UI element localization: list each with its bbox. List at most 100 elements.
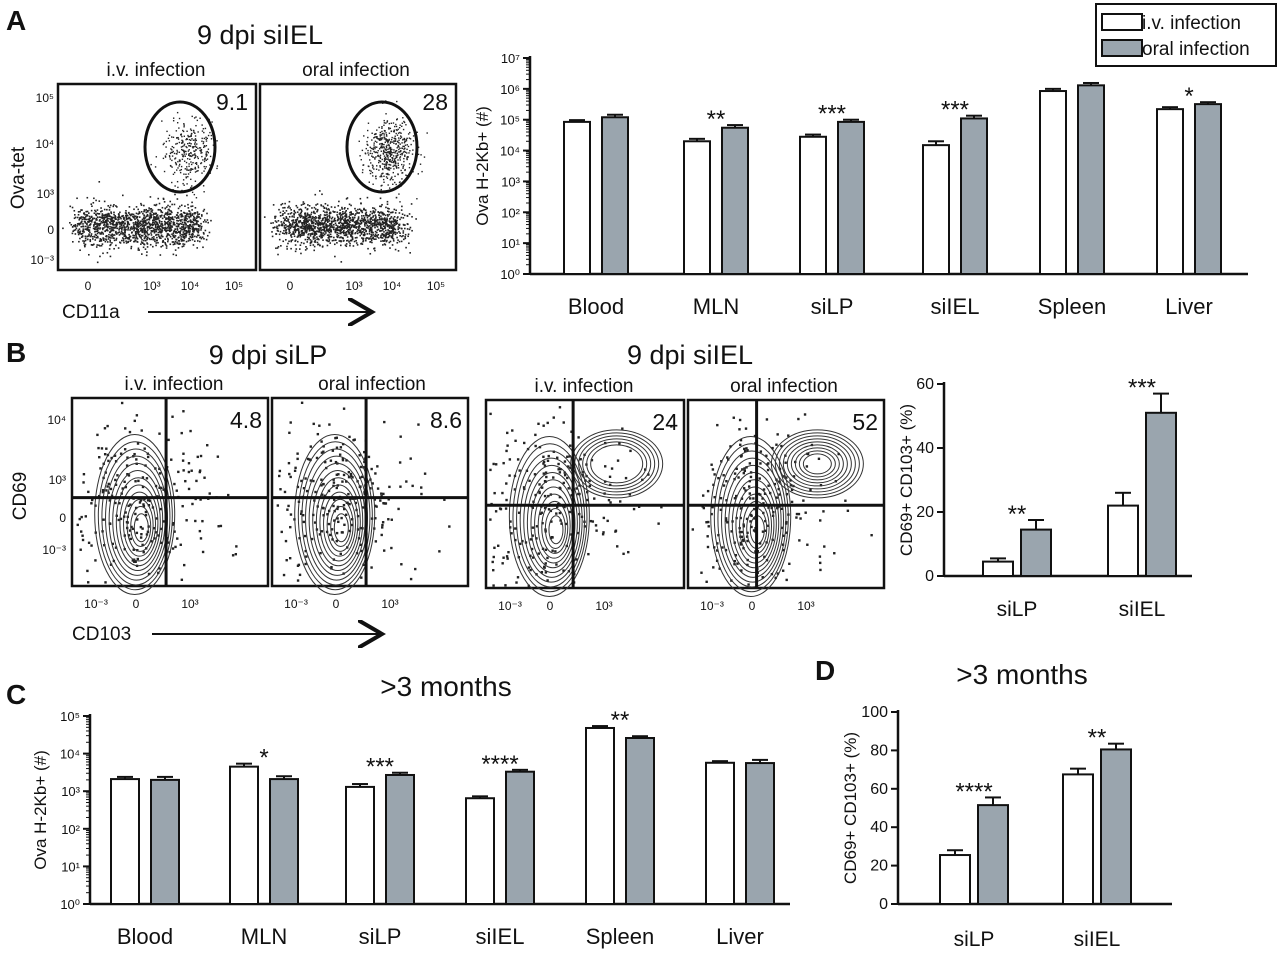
event-dot: [205, 221, 207, 223]
event-dot: [287, 461, 291, 465]
event-dot: [98, 181, 101, 183]
event-dot: [186, 183, 188, 185]
event-dot: [153, 537, 156, 540]
event-dot: [138, 501, 142, 504]
event-dot: [79, 210, 81, 213]
event-dot: [409, 252, 411, 254]
event-dot: [191, 205, 194, 207]
event-dot: [190, 205, 192, 208]
event-dot: [323, 222, 325, 225]
event-dot: [347, 475, 351, 479]
event-dot: [176, 151, 179, 153]
event-dot: [203, 146, 205, 149]
event-dot: [521, 539, 524, 543]
event-dot: [316, 236, 318, 238]
event-dot: [380, 134, 383, 136]
event-dot: [296, 240, 299, 243]
event-dot: [121, 222, 124, 224]
event-dot: [212, 144, 215, 146]
event-dot: [360, 202, 362, 204]
event-dot: [183, 233, 186, 236]
event-dot: [389, 155, 392, 158]
event-dot: [128, 529, 132, 532]
event-dot: [122, 239, 125, 242]
event-dot: [188, 216, 191, 219]
event-dot: [402, 165, 404, 168]
contour-line: [333, 513, 349, 543]
bar-oral: [1100, 748, 1132, 905]
event-dot: [109, 241, 112, 243]
event-dot: [121, 220, 124, 223]
event-dot: [325, 224, 327, 227]
event-dot: [362, 237, 365, 240]
flow-plot-b-silp-oral: 8.6: [270, 396, 470, 596]
event-dot: [310, 220, 313, 223]
event-dot: [361, 227, 363, 230]
event-dot: [136, 228, 139, 230]
event-dot: [188, 145, 190, 147]
event-dot: [402, 234, 404, 237]
event-dot: [519, 542, 522, 546]
event-dot: [103, 214, 105, 217]
contour-group: [489, 406, 673, 598]
event-dot: [406, 152, 408, 154]
event-dot: [383, 132, 385, 135]
x-tick: 0: [85, 279, 92, 293]
event-dot: [194, 166, 197, 169]
contour-line: [731, 479, 777, 569]
event-dot: [374, 235, 377, 238]
event-dot: [314, 193, 317, 196]
event-dot: [166, 541, 170, 544]
event-dot: [540, 570, 544, 574]
event-dot: [397, 128, 399, 131]
event-dot: [185, 519, 188, 522]
event-dot: [283, 232, 286, 235]
event-dot: [280, 203, 282, 206]
event-dot: [194, 212, 196, 215]
event-dot: [94, 223, 97, 225]
event-dot: [189, 215, 191, 218]
event-dot: [161, 224, 164, 227]
event-dot: [180, 213, 183, 215]
event-dot: [175, 238, 177, 241]
event-dot: [616, 545, 619, 548]
event-dot: [320, 530, 324, 533]
event-dot: [294, 244, 297, 246]
event-dot: [174, 240, 177, 243]
event-dot: [336, 226, 339, 229]
event-dot: [393, 149, 395, 151]
event-dot: [195, 162, 198, 164]
event-dot: [371, 139, 373, 141]
event-dot: [388, 173, 390, 176]
event-dot: [120, 223, 123, 226]
event-dot: [128, 223, 131, 226]
event-dot: [383, 143, 385, 146]
event-dot: [368, 222, 371, 224]
event-dot: [286, 225, 288, 228]
event-dot: [105, 235, 107, 238]
contour-group: [691, 413, 873, 598]
event-dot: [188, 226, 190, 229]
event-dot: [99, 219, 101, 221]
event-dot: [386, 160, 388, 163]
event-dot: [401, 172, 404, 174]
event-dot: [106, 218, 108, 221]
event-dot: [340, 261, 343, 263]
y-tick: 10⁴: [35, 137, 54, 151]
event-dot: [101, 214, 104, 217]
event-dot: [171, 181, 173, 184]
event-dot: [191, 227, 194, 230]
event-dot: [367, 154, 370, 156]
event-dot: [382, 172, 384, 175]
event-dot: [303, 242, 305, 245]
event-dot: [174, 157, 177, 159]
event-dot: [306, 217, 308, 219]
contour-line: [126, 498, 154, 552]
event-dot: [705, 580, 708, 583]
event-dot: [373, 146, 375, 148]
event-dot: [114, 546, 118, 549]
event-dot: [275, 221, 278, 223]
event-dot: [399, 235, 401, 237]
event-dot: [187, 134, 189, 137]
gate-percent: 28: [422, 89, 448, 115]
